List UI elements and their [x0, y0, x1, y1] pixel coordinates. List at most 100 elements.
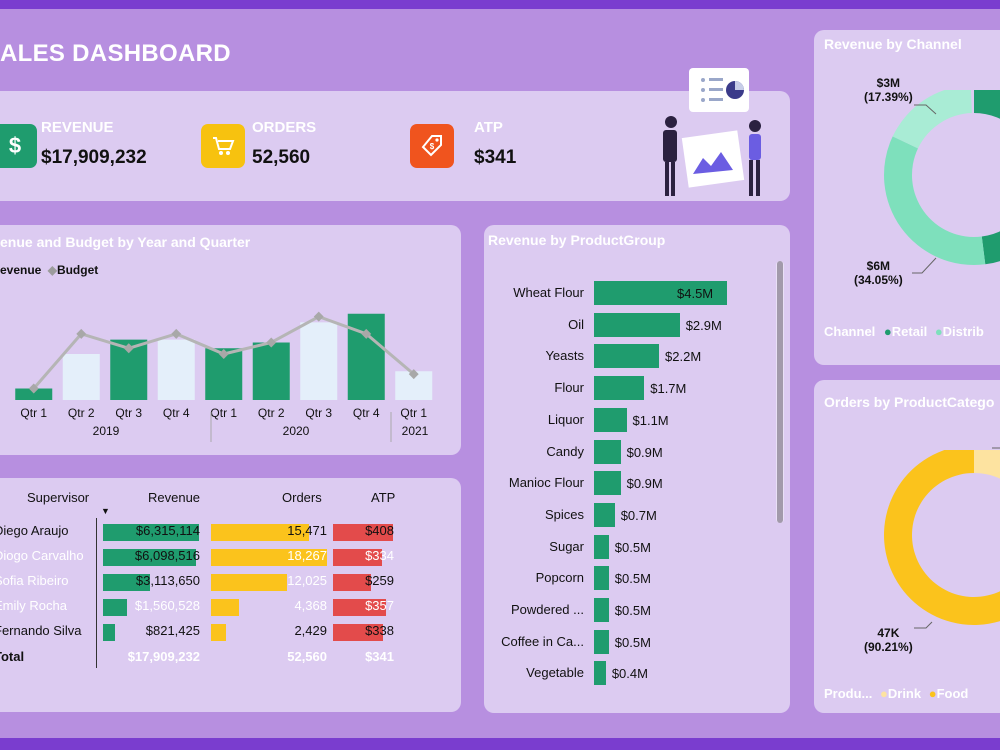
kpi-atp-value: $341	[474, 147, 517, 168]
kpi-orders-value: 52,560	[252, 147, 311, 168]
legend-dot-icon: ●	[880, 686, 888, 701]
table-data-bar	[333, 599, 386, 616]
product-group-value: $2.9M	[685, 317, 722, 333]
product-group-value: $0.5M	[614, 571, 651, 587]
product-group-bar[interactable]	[594, 502, 615, 527]
table-column-divider	[96, 518, 97, 668]
table-cell: Emily Rocha	[0, 598, 67, 613]
bottom-accent-bar	[0, 738, 1000, 750]
product-group-bar[interactable]	[594, 566, 609, 591]
legend-revenue: evenue	[0, 263, 42, 277]
product-group-row[interactable]: Powdered ... $0.5M	[484, 598, 774, 624]
product-group-row[interactable]: Manioc Flour $0.9M	[484, 471, 774, 497]
product-group-bar[interactable]	[594, 661, 606, 686]
donut-segment-distributor[interactable]	[884, 136, 986, 265]
product-group-row[interactable]: Popcorn $0.5M	[484, 566, 774, 592]
sort-desc-icon[interactable]: ▼	[101, 506, 110, 516]
category-card: Orders by ProductCatego 47K (90.21%) Pro…	[814, 380, 1000, 713]
table-data-bar	[103, 549, 196, 566]
table-data-bar	[333, 524, 393, 541]
revenue-bar[interactable]	[157, 339, 195, 400]
product-group-bar[interactable]	[594, 312, 680, 337]
table-data-bar	[103, 624, 116, 641]
donut-segment-other[interactable]	[892, 90, 972, 149]
diamond-icon: ◆	[47, 263, 57, 277]
product-group-row[interactable]: Candy $0.9M	[484, 439, 774, 466]
table-data-bar	[103, 599, 127, 616]
table-cell: 12,025	[287, 573, 327, 588]
product-group-row[interactable]: Coffee in Ca... $0.5M	[484, 629, 774, 656]
donut-segment-food[interactable]	[883, 450, 1000, 625]
table-cell: $259	[365, 573, 394, 588]
revenue-budget-title: enue and Budget by Year and Quarter	[0, 234, 251, 250]
channel-top-value: $3M	[876, 76, 901, 90]
kpi-revenue-label: REVENUE	[41, 119, 114, 136]
table-data-bar	[333, 574, 372, 591]
revenue-bar[interactable]	[252, 342, 290, 401]
product-group-value: $1.1M	[632, 412, 669, 428]
dashboard-title: ALES DASHBOARD	[0, 40, 231, 67]
product-group-bar[interactable]	[594, 439, 621, 464]
revenue-bar[interactable]	[300, 322, 338, 400]
product-group-label: Spices	[544, 506, 584, 522]
product-group-bar[interactable]	[594, 344, 660, 369]
product-group-row[interactable]: Spices $0.7M	[484, 502, 774, 529]
table-row[interactable]: Fernando Silva $821,425 2,429 $338	[0, 623, 461, 643]
quarter-tick-label: Qtr 3	[115, 406, 142, 420]
table-row[interactable]: Diogo Carvalho $6,098,516 18,267 $334	[0, 548, 461, 568]
product-group-bar[interactable]	[594, 376, 645, 401]
legend-dot-icon: ●	[928, 686, 937, 701]
quarter-tick-label: Qtr 2	[68, 406, 95, 420]
revenue-bar[interactable]	[347, 313, 385, 400]
category-label: 47K (90.21%)	[864, 626, 913, 654]
product-group-label: Sugar	[549, 538, 584, 554]
product-group-label: Yeasts	[545, 348, 584, 364]
scrollbar-thumb[interactable]	[777, 261, 783, 523]
donut-segment-drink[interactable]	[974, 450, 1000, 484]
product-group-label: Candy	[546, 443, 584, 459]
product-group-row[interactable]: Sugar $0.5M	[484, 534, 774, 561]
product-group-row[interactable]: Flour $1.7M	[484, 376, 774, 402]
product-group-bar[interactable]	[594, 471, 621, 496]
product-group-row[interactable]: Liquor $1.1M	[484, 407, 774, 434]
legend-distrib: Distrib	[942, 324, 984, 339]
table-data-bar	[211, 624, 227, 641]
header-orders[interactable]: Orders	[282, 490, 322, 505]
category-value: 47K	[877, 626, 900, 640]
product-group-bar[interactable]	[594, 407, 627, 432]
product-group-bar[interactable]	[594, 534, 609, 559]
table-row[interactable]: Diego Araujo $6,315,114 15,471 $408	[0, 523, 461, 543]
donut-segment-retail[interactable]	[974, 90, 1000, 265]
header-supervisor[interactable]: Supervisor	[27, 490, 90, 505]
scrollbar-track[interactable]	[776, 261, 784, 523]
product-group-value: $0.9M	[626, 476, 663, 492]
budget-point[interactable]	[171, 328, 182, 339]
table-data-bar	[333, 549, 383, 566]
quarter-tick-label: Qtr 1	[400, 406, 427, 420]
revenue-bar[interactable]	[15, 388, 53, 401]
revenue-budget-legend: evenue ◆Budget	[0, 263, 98, 277]
product-group-bar[interactable]	[594, 629, 609, 654]
product-group-row[interactable]: Vegetable $0.4M	[484, 661, 774, 687]
table-data-bar	[103, 574, 151, 591]
revenue-budget-chart: Qtr 1 Qtr 2 Qtr 3 Qtr 4 Qtr 1 Qtr 2 Qtr 3 Qtr 4…	[15, 311, 433, 442]
channel-donut-chart	[884, 90, 1000, 265]
product-group-title: Revenue by ProductGroup	[488, 232, 666, 248]
table-cell: 15,471	[287, 523, 327, 538]
table-row[interactable]: Emily Rocha $1,560,528 4,368 $357	[0, 598, 461, 618]
header-atp[interactable]: ATP	[371, 490, 396, 505]
product-group-row[interactable]: Oil $2.9M	[484, 312, 774, 339]
product-group-value: $0.7M	[620, 507, 657, 523]
header-revenue[interactable]: Revenue	[148, 490, 201, 505]
table-cell: $821,425	[145, 623, 200, 638]
product-group-bar[interactable]	[594, 281, 727, 305]
quarter-tick-label: Qtr 1	[20, 406, 47, 420]
product-group-bar[interactable]	[594, 598, 609, 622]
product-group-row[interactable]: Yeasts $2.2M	[484, 344, 774, 370]
product-group-row[interactable]: Wheat Flour $4.5M	[484, 281, 774, 307]
supervisor-table-card: Supervisor Revenue Orders ATP ▼ Diego Ar…	[0, 478, 461, 712]
revenue-bar[interactable]	[62, 354, 100, 400]
table-cell: 18,267	[287, 548, 327, 563]
table-row[interactable]: Sofia Ribeiro $3,113,650 12,025 $259	[0, 573, 461, 593]
product-group-value: $1.7M	[650, 381, 687, 397]
